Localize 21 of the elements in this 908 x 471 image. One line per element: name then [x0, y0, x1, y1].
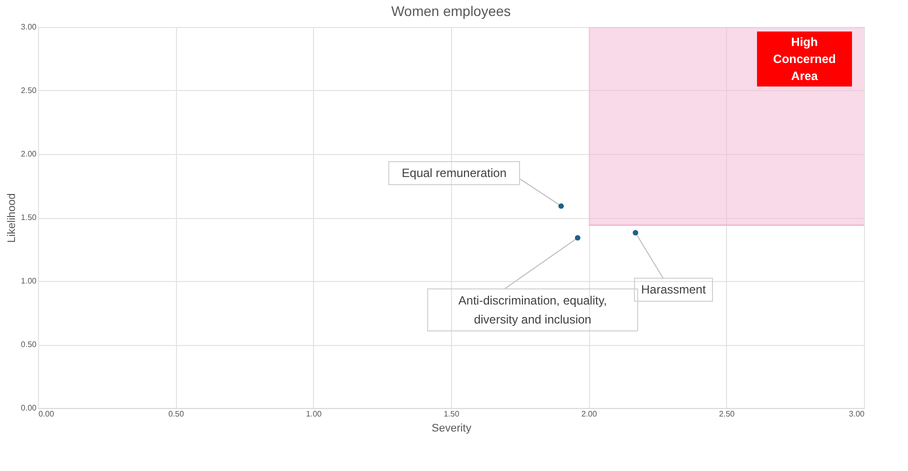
y-tick-label: 1.50 [20, 213, 38, 222]
y-tick-label: 0.50 [20, 340, 38, 349]
y-tick-label: 0.00 [20, 404, 38, 412]
y-tick-label: 2.50 [20, 86, 38, 95]
x-tick-label: 2.50 [719, 410, 736, 418]
y-tick-label: 1.00 [20, 276, 38, 286]
y-tick-label: 3.00 [20, 22, 38, 32]
chart-title: Women employees [391, 3, 511, 19]
x-tick-label: 3.00 [848, 410, 866, 418]
x-axis-title: Severity [432, 422, 472, 434]
annotation: Anti-discrimination, equality, diversity and inclusion [458, 293, 607, 326]
y-axis-title: Likelihood [6, 193, 18, 243]
x-tick-label: 1.00 [306, 410, 322, 418]
x-tick-label: 1.50 [444, 410, 460, 418]
annotation: Harassment [641, 282, 706, 297]
x-tick-label: 0.00 [38, 410, 55, 418]
x-tick-label: 2.00 [581, 410, 598, 418]
annotation: Equal remuneration [402, 166, 506, 180]
y-tick-label: 2.00 [20, 150, 38, 158]
x-tick-label: 0.50 [168, 410, 184, 418]
annotation: High Concerned Area [773, 35, 836, 83]
